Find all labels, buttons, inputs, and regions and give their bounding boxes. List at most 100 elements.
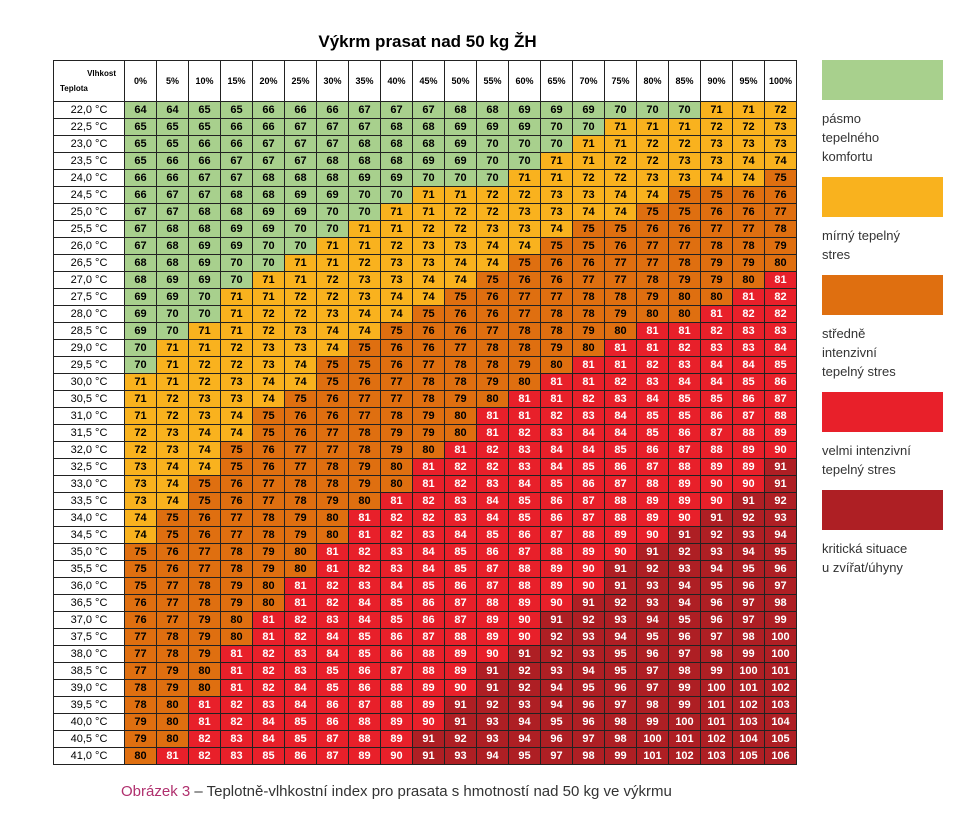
heat-cell: 78 — [668, 254, 701, 272]
heat-cell: 90 — [764, 441, 797, 459]
heat-cell: 77 — [156, 577, 189, 595]
heat-cell: 71 — [156, 373, 189, 391]
heat-cell: 90 — [540, 594, 573, 612]
heat-cell: 73 — [348, 271, 381, 289]
heat-cell: 84 — [572, 441, 605, 459]
heat-cell: 78 — [604, 288, 637, 306]
heat-cell: 75 — [348, 356, 381, 374]
heat-cell: 79 — [188, 611, 221, 629]
heat-cell: 95 — [540, 713, 573, 731]
heat-cell: 72 — [604, 169, 637, 187]
heat-cell: 71 — [636, 118, 669, 136]
heat-cell: 70 — [636, 101, 669, 119]
heat-cell: 89 — [348, 747, 381, 765]
heat-cell: 67 — [252, 135, 285, 153]
heat-cell: 103 — [764, 696, 797, 714]
table-row: 28,0 °C 69 70 70 71 72 72 73 74 74 75 76 76 77 78 78 79 8… — [53, 305, 797, 323]
heat-cell: 68 — [252, 169, 285, 187]
heat-cell: 72 — [156, 407, 189, 425]
heat-cell: 86 — [540, 509, 573, 527]
heat-cell: 67 — [348, 101, 381, 119]
heat-cell: 69 — [540, 101, 573, 119]
heat-cell: 81 — [220, 679, 253, 697]
heat-cell: 78 — [124, 679, 157, 697]
heat-cell: 79 — [380, 424, 413, 442]
heat-cell: 98 — [732, 628, 765, 646]
heat-cell: 70 — [252, 237, 285, 255]
heat-cell: 93 — [476, 730, 509, 748]
heat-cell: 78 — [348, 441, 381, 459]
heat-cell: 73 — [124, 475, 157, 493]
heat-cell: 77 — [508, 305, 541, 323]
heat-cell: 69 — [508, 101, 541, 119]
heat-cell: 78 — [316, 458, 349, 476]
heat-cell: 80 — [476, 390, 509, 408]
heat-cell: 96 — [540, 730, 573, 748]
heat-cell: 93 — [636, 594, 669, 612]
heat-cell: 73 — [156, 424, 189, 442]
heat-cell: 68 — [156, 254, 189, 272]
heat-cell: 83 — [284, 645, 317, 663]
heat-cell: 92 — [540, 645, 573, 663]
heat-cell: 90 — [636, 526, 669, 544]
heat-cell: 74 — [380, 305, 413, 323]
heat-cell: 81 — [220, 645, 253, 663]
heat-cell: 67 — [220, 152, 253, 170]
heat-cell: 85 — [348, 628, 381, 646]
heat-cell: 78 — [284, 475, 317, 493]
heat-cell: 71 — [156, 356, 189, 374]
caption-text: – Teplotně-vlhkostní index pro prasata s… — [190, 783, 672, 800]
heat-cell: 68 — [252, 186, 285, 204]
heat-cell: 81 — [412, 458, 445, 476]
heat-cell: 100 — [668, 713, 701, 731]
heat-cell: 82 — [380, 509, 413, 527]
column-header: 90% — [700, 60, 733, 102]
heat-cell: 77 — [188, 560, 221, 578]
heat-cell: 83 — [668, 356, 701, 374]
heat-cell: 75 — [156, 509, 189, 527]
heat-cell: 81 — [316, 560, 349, 578]
heat-cell: 87 — [700, 424, 733, 442]
heat-cell: 71 — [252, 288, 285, 306]
heat-cell: 65 — [156, 135, 189, 153]
heat-cell: 80 — [668, 305, 701, 323]
table-row: 37,0 °C 76 77 79 80 81 82 83 84 85 86 87 89 90 91 92 93 9… — [53, 611, 797, 629]
heat-cell: 74 — [732, 169, 765, 187]
heat-cell: 78 — [444, 356, 477, 374]
heat-cell: 68 — [220, 203, 253, 221]
heat-cell: 84 — [764, 339, 797, 357]
heat-cell: 71 — [316, 237, 349, 255]
heat-cell: 69 — [412, 152, 445, 170]
heat-cell: 80 — [220, 628, 253, 646]
heat-cell: 81 — [540, 390, 573, 408]
heat-cell: 79 — [700, 254, 733, 272]
heat-cell: 88 — [508, 577, 541, 595]
heat-cell: 85 — [572, 458, 605, 476]
heat-cell: 79 — [220, 577, 253, 595]
heat-cell: 85 — [508, 492, 541, 510]
heat-cell: 76 — [316, 407, 349, 425]
table-row: 36,0 °C 75 77 78 79 80 81 82 83 84 85 86 87 88 89 90 91 9… — [53, 577, 797, 595]
heat-cell: 74 — [476, 237, 509, 255]
heat-cell: 77 — [316, 441, 349, 459]
heat-cell: 70 — [284, 220, 317, 238]
heat-cell: 84 — [732, 356, 765, 374]
heat-cell: 86 — [732, 390, 765, 408]
heat-cell: 76 — [604, 237, 637, 255]
heat-cell: 91 — [732, 492, 765, 510]
heat-cell: 98 — [700, 645, 733, 663]
heat-cell: 68 — [412, 118, 445, 136]
heat-cell: 85 — [380, 611, 413, 629]
heat-cell: 97 — [540, 747, 573, 765]
heat-cell: 74 — [252, 373, 285, 391]
heat-cell: 74 — [604, 203, 637, 221]
heat-cell: 99 — [668, 696, 701, 714]
heat-cell: 79 — [540, 339, 573, 357]
heat-cell: 81 — [284, 594, 317, 612]
heat-cell: 69 — [156, 288, 189, 306]
table-row: 34,5 °C 74 75 76 77 78 79 80 81 82 83 84 85 86 87 88 89 9… — [53, 526, 797, 544]
heat-cell: 72 — [700, 118, 733, 136]
heat-cell: 103 — [700, 747, 733, 765]
heat-cell: 83 — [572, 407, 605, 425]
heat-cell: 74 — [188, 424, 221, 442]
